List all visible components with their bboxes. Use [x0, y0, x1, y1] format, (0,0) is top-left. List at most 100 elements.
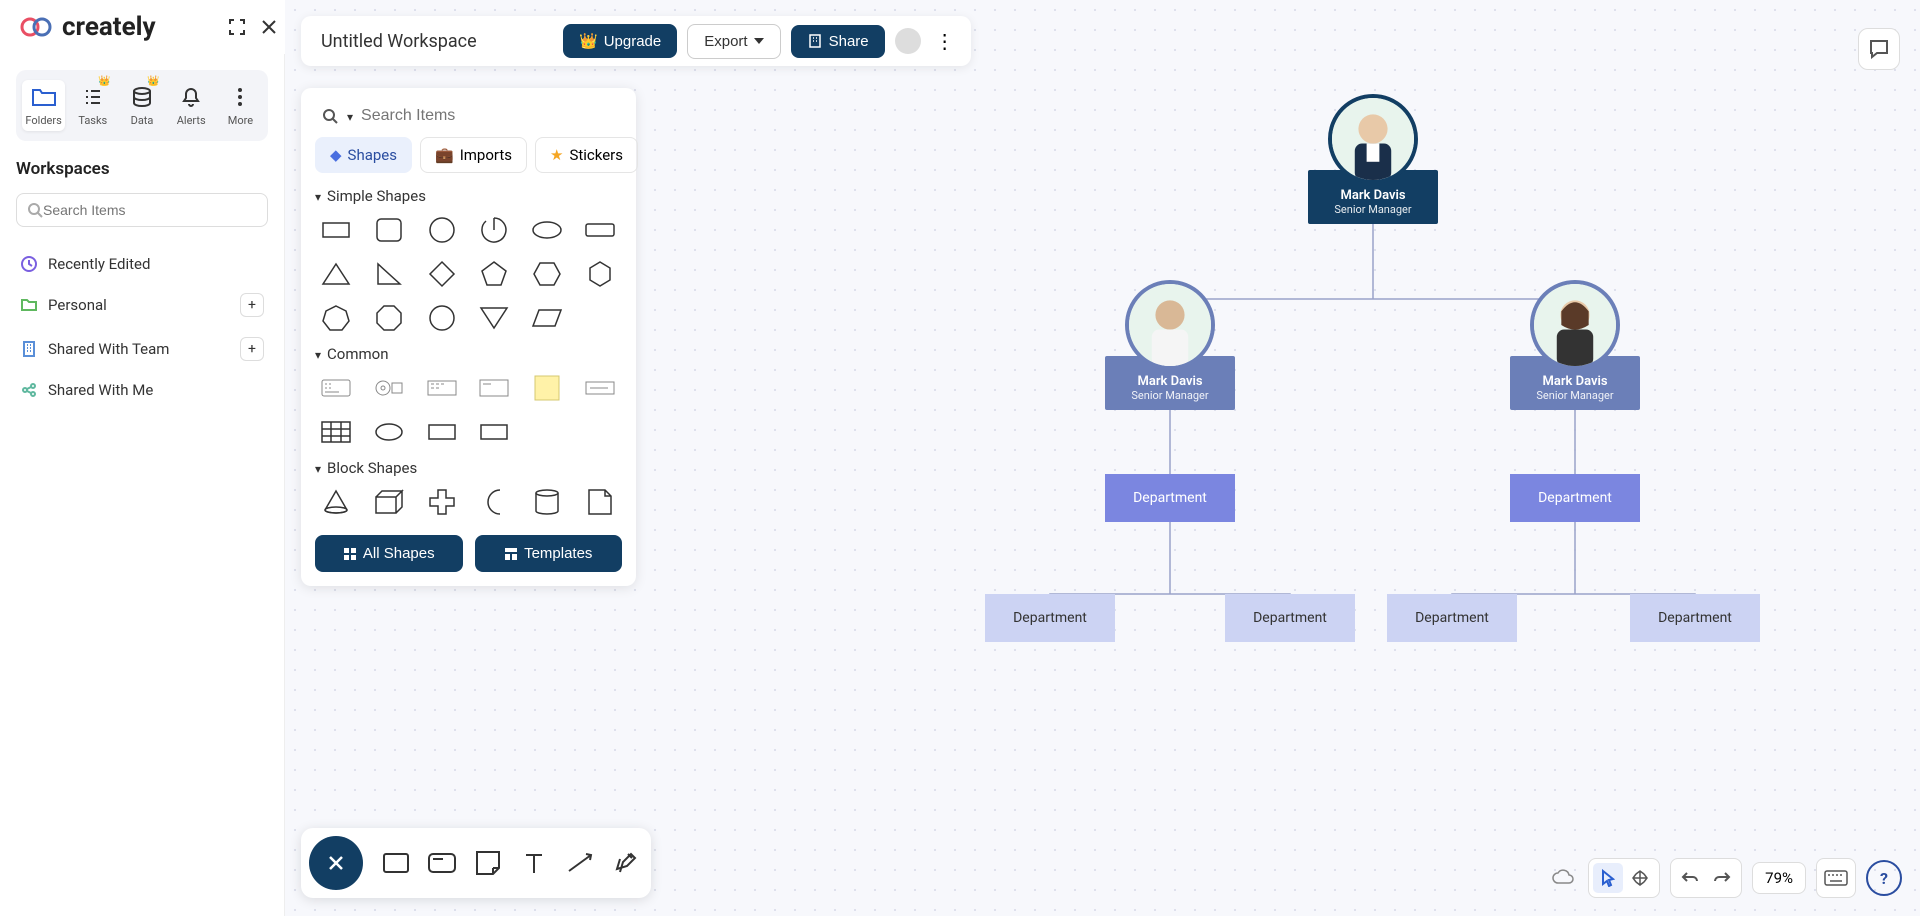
shape-ellipse2[interactable] [368, 415, 410, 449]
search-dropdown-icon[interactable] [347, 106, 353, 125]
keyboard-button[interactable] [1821, 863, 1851, 893]
shape-cube[interactable] [368, 485, 410, 519]
more-icon [227, 84, 253, 110]
org-chart: Mark Davis Senior Manager Mark Davis Sen… [675, 94, 1775, 664]
templates-button[interactable]: Templates [475, 535, 623, 572]
dept-main-2[interactable]: Department [1510, 474, 1640, 522]
chevron-down-icon [315, 459, 321, 477]
share-button[interactable]: Share [791, 25, 885, 58]
shape-triangle[interactable] [315, 257, 357, 291]
cursor-select-button[interactable] [1593, 863, 1623, 893]
dept-leaf-2[interactable]: Department [1225, 594, 1355, 642]
close-toolbar-button[interactable] [309, 836, 363, 890]
user-avatar[interactable] [895, 28, 921, 54]
org-manager-1[interactable]: Mark Davis Senior Manager [1105, 280, 1235, 410]
tool-more[interactable]: More [219, 80, 262, 131]
group-simple-shapes[interactable]: Simple Shapes [315, 187, 622, 205]
ws-recently-edited[interactable]: Recently Edited [16, 245, 268, 283]
shape-pentagon[interactable] [473, 257, 515, 291]
shape-parallelogram[interactable] [526, 301, 568, 335]
shape-decagon[interactable] [421, 301, 463, 335]
block-shapes-grid [315, 485, 622, 519]
shape-label[interactable] [579, 371, 621, 405]
ws-shared-team[interactable]: Shared With Team + [16, 327, 268, 371]
shape-rect2[interactable] [421, 415, 463, 449]
workspace-title[interactable]: Untitled Workspace [313, 27, 553, 56]
tab-stickers[interactable]: ★Stickers [535, 137, 638, 173]
bb-connector[interactable] [563, 846, 597, 880]
add-personal-button[interactable]: + [240, 293, 264, 317]
group-block-shapes[interactable]: Block Shapes [315, 459, 622, 477]
bb-card[interactable] [425, 846, 459, 880]
building-icon [20, 340, 38, 358]
shape-cylinder[interactable] [526, 485, 568, 519]
shape-rectangle[interactable] [315, 213, 357, 247]
tool-tasks[interactable]: 👑 Tasks [71, 80, 114, 131]
bb-rectangle[interactable] [379, 846, 413, 880]
star-icon: ★ [550, 146, 563, 164]
shape-ellipse[interactable] [526, 213, 568, 247]
bb-sticky[interactable] [471, 846, 505, 880]
tab-shapes[interactable]: ◆Shapes [315, 137, 412, 173]
shape-cone[interactable] [315, 485, 357, 519]
sidebar-search-input[interactable] [43, 202, 257, 218]
shape-inv-triangle[interactable] [473, 301, 515, 335]
dept-leaf-3[interactable]: Department [1387, 594, 1517, 642]
group-common[interactable]: Common [315, 345, 622, 363]
export-button[interactable]: Export [687, 24, 780, 59]
shape-keyboard[interactable] [315, 371, 357, 405]
shape-heptagon[interactable] [315, 301, 357, 335]
share-icon [20, 381, 38, 399]
all-shapes-button[interactable]: All Shapes [315, 535, 463, 572]
shape-octagon[interactable] [368, 301, 410, 335]
upgrade-button[interactable]: 👑Upgrade [563, 24, 677, 58]
shape-rounded-bar[interactable] [579, 213, 621, 247]
shape-circle[interactable] [421, 213, 463, 247]
chat-button[interactable] [1858, 28, 1900, 70]
cloud-sync-icon[interactable] [1548, 863, 1578, 893]
crown-icon: 👑 [579, 32, 598, 50]
zoom-level[interactable]: 79% [1752, 862, 1806, 894]
more-menu-button[interactable]: ⋮ [931, 29, 959, 53]
tab-imports[interactable]: 💼Imports [420, 137, 527, 173]
help-button[interactable]: ? [1866, 860, 1902, 896]
shape-cd[interactable] [368, 371, 410, 405]
shape-cross[interactable] [421, 485, 463, 519]
fullscreen-icon[interactable] [226, 16, 248, 38]
ws-personal[interactable]: Personal + [16, 283, 268, 327]
shape-sticky[interactable] [526, 371, 568, 405]
shape-keyboard2[interactable] [421, 371, 463, 405]
shapes-search-input[interactable] [361, 107, 616, 125]
chat-icon [1867, 37, 1891, 61]
dept-main-1[interactable]: Department [1105, 474, 1235, 522]
shape-diamond[interactable] [421, 257, 463, 291]
undo-button[interactable] [1675, 863, 1705, 893]
close-icon[interactable] [258, 16, 280, 38]
shape-card[interactable] [473, 371, 515, 405]
folder-icon [31, 84, 57, 110]
tool-data[interactable]: 👑 Data [120, 80, 163, 131]
dept-leaf-1[interactable]: Department [985, 594, 1115, 642]
org-root-card[interactable]: Mark Davis Senior Manager [1308, 94, 1438, 224]
shape-arc[interactable] [473, 213, 515, 247]
ws-shared-me[interactable]: Shared With Me [16, 371, 268, 409]
shape-rounded-rect[interactable] [368, 213, 410, 247]
shape-table[interactable] [315, 415, 357, 449]
dept-leaf-4[interactable]: Department [1630, 594, 1760, 642]
shape-folded[interactable] [579, 485, 621, 519]
canvas[interactable]: Untitled Workspace 👑Upgrade Export Share… [285, 0, 1920, 916]
cursor-pan-button[interactable] [1625, 863, 1655, 893]
add-team-button[interactable]: + [240, 337, 264, 361]
org-manager-2[interactable]: Mark Davis Senior Manager [1510, 280, 1640, 410]
redo-button[interactable] [1707, 863, 1737, 893]
bb-text[interactable] [517, 846, 551, 880]
shape-hexagon[interactable] [526, 257, 568, 291]
shape-moon[interactable] [473, 485, 515, 519]
shape-hexagon2[interactable] [579, 257, 621, 291]
sidebar-search[interactable] [16, 193, 268, 227]
shape-rect3[interactable] [473, 415, 515, 449]
tool-folders[interactable]: Folders [22, 80, 65, 131]
tool-alerts[interactable]: Alerts [170, 80, 213, 131]
bb-pen[interactable] [609, 846, 643, 880]
shape-right-triangle[interactable] [368, 257, 410, 291]
